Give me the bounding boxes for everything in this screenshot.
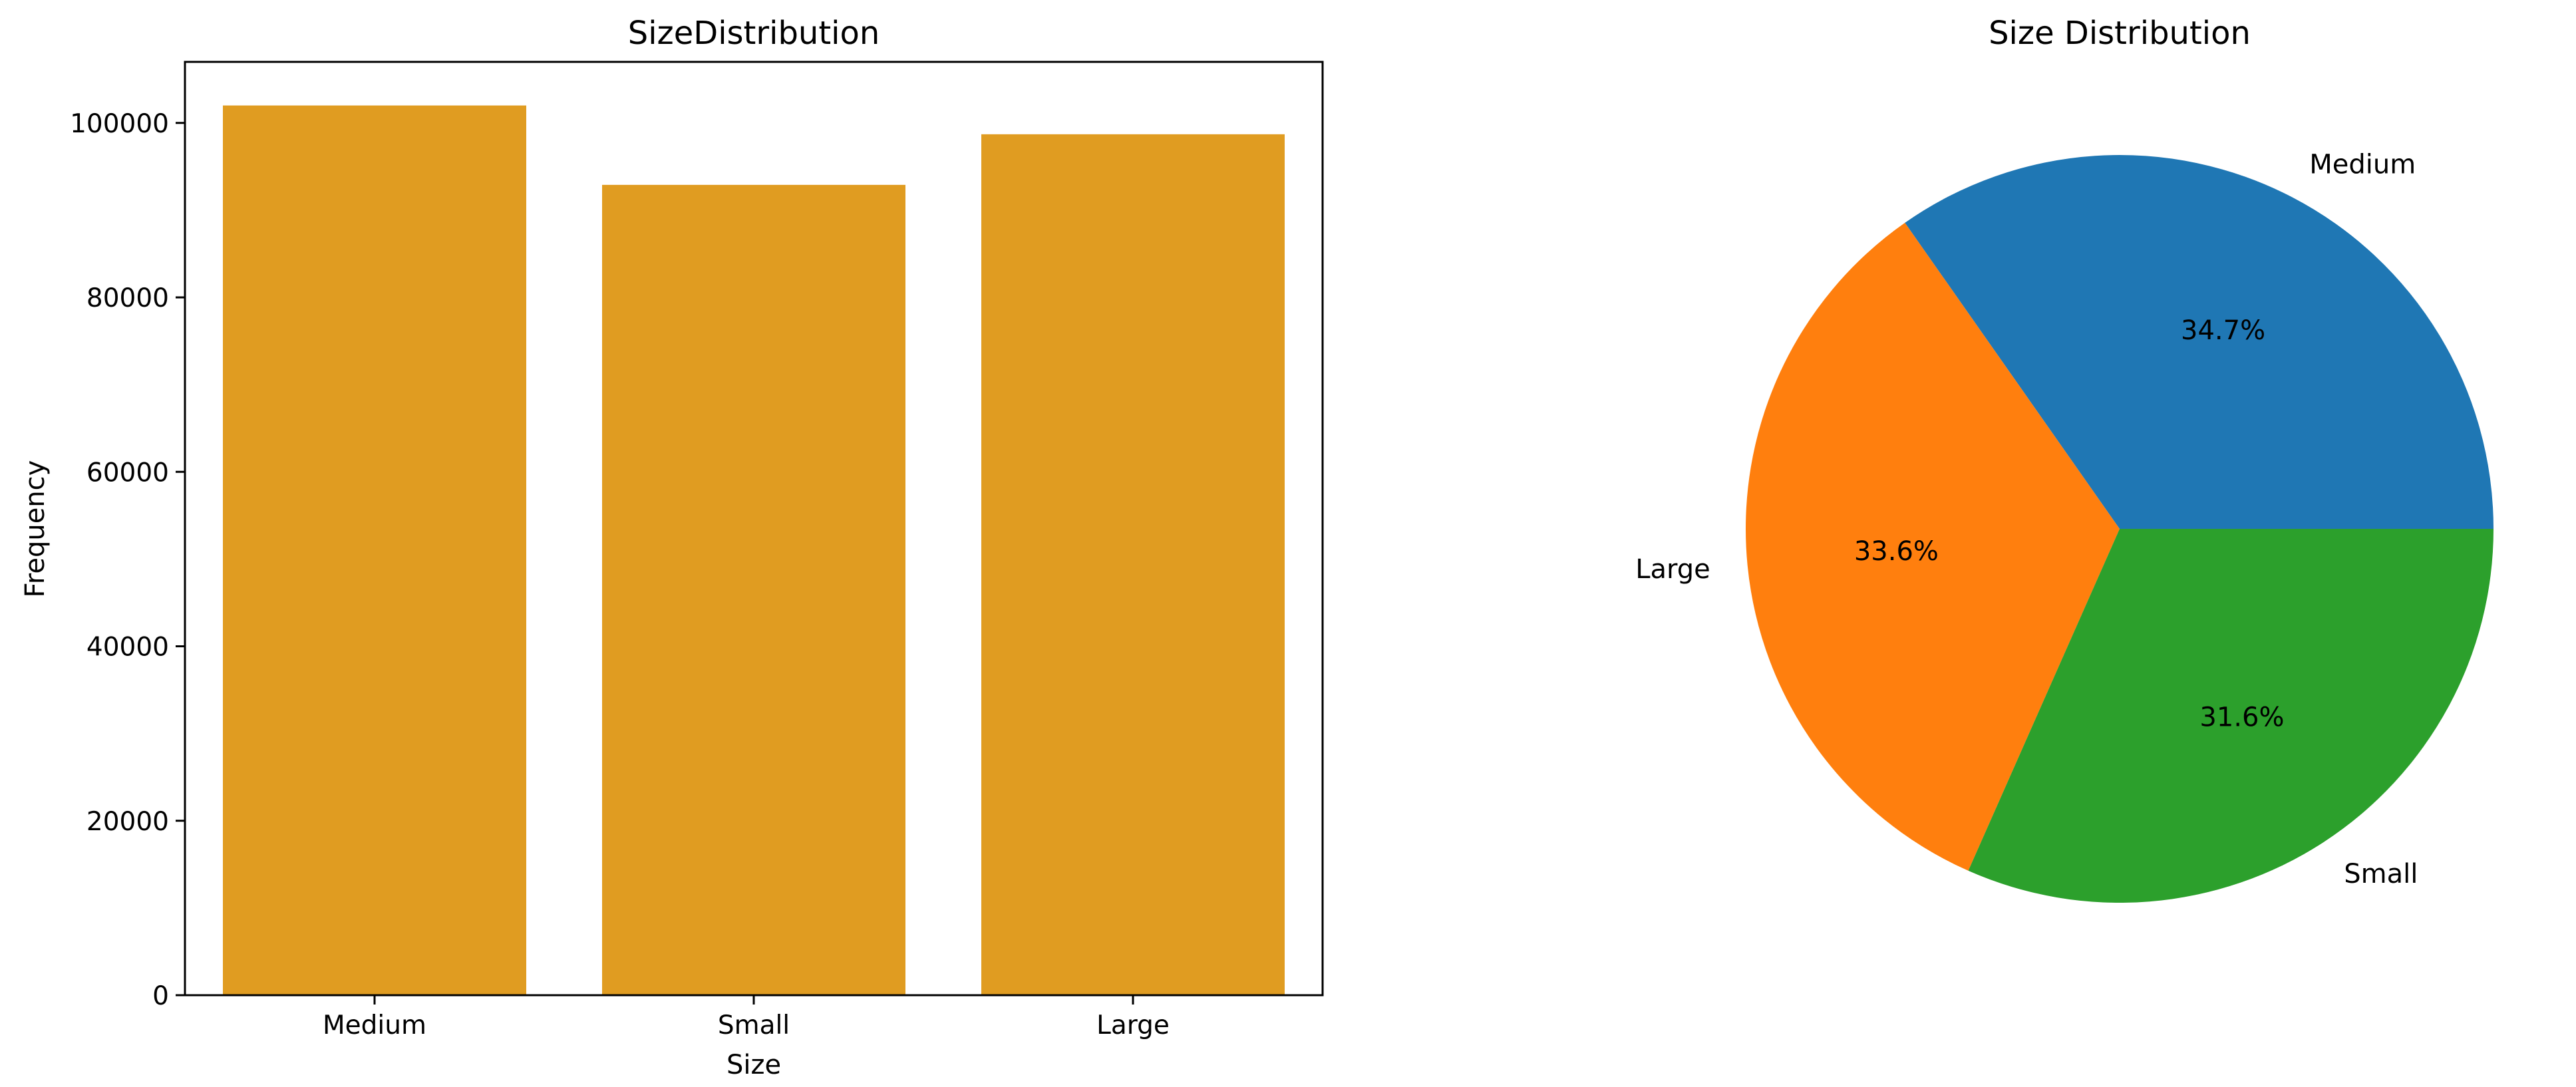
pie-label-small: Small <box>2344 859 2418 889</box>
x-axis-ticks: Medium Small Large <box>323 995 1170 1040</box>
pie-slice-large <box>1746 222 2120 871</box>
x-tick-label: Medium <box>323 1010 426 1040</box>
y-tick-label: 0 <box>152 981 169 1011</box>
pie-labels: Medium 34.7% Large 33.6% Small 31.6% <box>1635 150 2418 890</box>
bar-chart-title: SizeDistribution <box>628 15 880 52</box>
pie-slice-small <box>1968 529 2494 903</box>
pie-label-large: Large <box>1635 554 1710 585</box>
bar-large <box>981 134 1285 996</box>
pie-slices <box>1746 154 2494 903</box>
pie-pct-label: 34.7% <box>2181 315 2265 346</box>
pie-pct-label: 31.6% <box>2199 702 2284 733</box>
pie-slice-medium <box>1905 154 2494 529</box>
y-tick-label: 40000 <box>86 633 169 663</box>
y-tick-label: 100000 <box>70 109 169 139</box>
x-tick-label: Small <box>718 1010 790 1040</box>
y-axis-label: Frequency <box>20 460 51 598</box>
pie-label-medium: Medium <box>2309 150 2416 180</box>
y-tick-label: 60000 <box>86 458 169 488</box>
x-axis-label: Size <box>726 1050 781 1080</box>
y-axis-ticks: 0 20000 40000 60000 80000 100000 <box>70 109 185 1011</box>
pie-pct-label: 33.6% <box>1854 536 1939 567</box>
bar-medium <box>223 105 526 995</box>
pie-chart: Size Distribution Medium 34.7% Large 33.6% S… <box>1635 15 2494 903</box>
bar-small <box>602 184 905 995</box>
y-tick-label: 80000 <box>86 283 169 313</box>
x-tick-label: Large <box>1096 1010 1170 1040</box>
bar-chart: SizeDistribution 0 20000 40000 60000 80000 10… <box>20 15 1324 1080</box>
pie-chart-title: Size Distribution <box>1989 15 2251 52</box>
bar-group <box>223 105 1285 996</box>
y-tick-label: 20000 <box>86 807 169 837</box>
plot-frame <box>184 61 1324 997</box>
